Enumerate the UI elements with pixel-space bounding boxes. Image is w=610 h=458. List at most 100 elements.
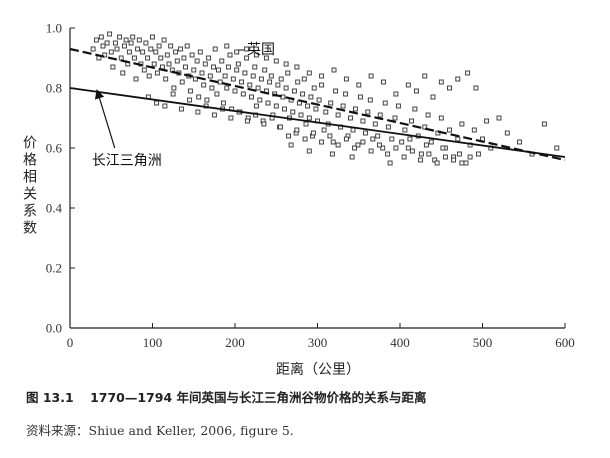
data-point xyxy=(117,34,122,40)
data-point xyxy=(244,118,250,124)
data-point xyxy=(423,142,429,148)
data-point xyxy=(216,67,221,73)
data-point xyxy=(179,79,185,85)
data-point xyxy=(252,64,258,70)
data-point xyxy=(467,154,473,160)
data-point xyxy=(409,118,414,124)
data-point xyxy=(258,76,264,82)
data-point xyxy=(305,103,311,109)
data-point xyxy=(273,103,279,109)
data-point xyxy=(108,49,114,55)
data-point xyxy=(267,79,273,85)
data-point xyxy=(189,52,195,58)
data-point xyxy=(174,58,180,64)
data-point xyxy=(275,82,281,88)
data-point xyxy=(234,67,240,73)
data-point xyxy=(143,40,149,46)
data-point xyxy=(220,100,226,106)
data-point xyxy=(357,94,363,100)
data-point xyxy=(135,46,141,52)
data-point xyxy=(375,133,381,139)
data-point xyxy=(187,88,193,94)
data-point xyxy=(329,151,335,157)
data-point xyxy=(206,55,212,61)
data-point xyxy=(360,118,366,124)
data-point xyxy=(376,142,382,148)
data-point xyxy=(335,142,341,148)
data-point xyxy=(306,70,312,76)
data-point xyxy=(471,127,477,133)
data-point xyxy=(348,115,353,121)
data-point xyxy=(459,121,465,127)
data-point xyxy=(352,106,358,112)
data-point xyxy=(392,115,398,121)
data-point xyxy=(328,100,334,106)
data-point xyxy=(93,37,99,43)
data-point xyxy=(426,151,432,157)
data-point xyxy=(131,55,137,61)
data-point xyxy=(434,160,440,166)
data-point xyxy=(288,142,294,148)
data-point xyxy=(319,139,325,145)
data-point xyxy=(311,85,317,91)
data-point xyxy=(146,73,152,79)
data-point xyxy=(333,88,339,94)
y-axis-title: 价格相关系数 xyxy=(23,136,37,237)
data-point xyxy=(316,97,322,103)
data-point xyxy=(195,109,201,115)
data-point xyxy=(153,49,159,55)
data-point xyxy=(393,91,399,97)
data-point xyxy=(473,85,479,91)
data-point xyxy=(451,157,457,163)
data-point xyxy=(244,55,250,61)
data-point xyxy=(418,151,424,157)
data-point xyxy=(298,112,304,118)
data-point xyxy=(393,145,399,151)
data-point xyxy=(90,46,96,52)
data-point xyxy=(211,64,216,70)
y-tick-label: 0.8 xyxy=(46,81,62,96)
data-point xyxy=(102,52,108,58)
annotation-yangtze-arrow xyxy=(94,89,116,149)
data-point xyxy=(232,88,238,94)
data-point xyxy=(438,115,444,121)
data-point xyxy=(224,43,230,49)
data-point xyxy=(219,58,225,64)
data-point xyxy=(235,61,241,67)
data-point xyxy=(192,76,198,82)
data-point xyxy=(440,145,446,151)
data-point xyxy=(343,76,349,82)
x-tick-label: 200 xyxy=(225,335,245,350)
data-point xyxy=(456,151,462,157)
data-point xyxy=(285,70,291,76)
data-point xyxy=(173,49,179,55)
data-point xyxy=(283,61,289,67)
data-point xyxy=(136,37,142,43)
data-point xyxy=(244,46,250,52)
data-point xyxy=(202,61,208,67)
x-tick-label: 300 xyxy=(308,335,328,350)
data-point xyxy=(170,91,176,97)
annotation-yangtze-delta: 长江三角洲 xyxy=(92,153,162,169)
trend-line-yangtze xyxy=(69,87,566,158)
data-point xyxy=(465,70,471,76)
data-point xyxy=(112,40,118,46)
data-point xyxy=(442,154,448,160)
data-point xyxy=(122,43,127,49)
data-point xyxy=(199,70,205,76)
data-point xyxy=(240,91,246,97)
data-point xyxy=(335,112,341,118)
data-point xyxy=(98,34,104,40)
data-point xyxy=(282,106,287,112)
data-point xyxy=(349,154,355,160)
y-tick-label: 0.6 xyxy=(46,141,63,156)
data-point xyxy=(368,73,374,79)
data-point xyxy=(154,70,160,76)
data-point xyxy=(154,100,160,106)
y-ticks: 0.0 0.2 0.4 0.6 0.8 1.0 xyxy=(46,21,75,336)
data-point xyxy=(110,64,116,70)
data-point xyxy=(310,130,316,136)
data-point xyxy=(300,91,306,97)
data-point xyxy=(412,106,418,112)
data-point xyxy=(475,151,481,157)
